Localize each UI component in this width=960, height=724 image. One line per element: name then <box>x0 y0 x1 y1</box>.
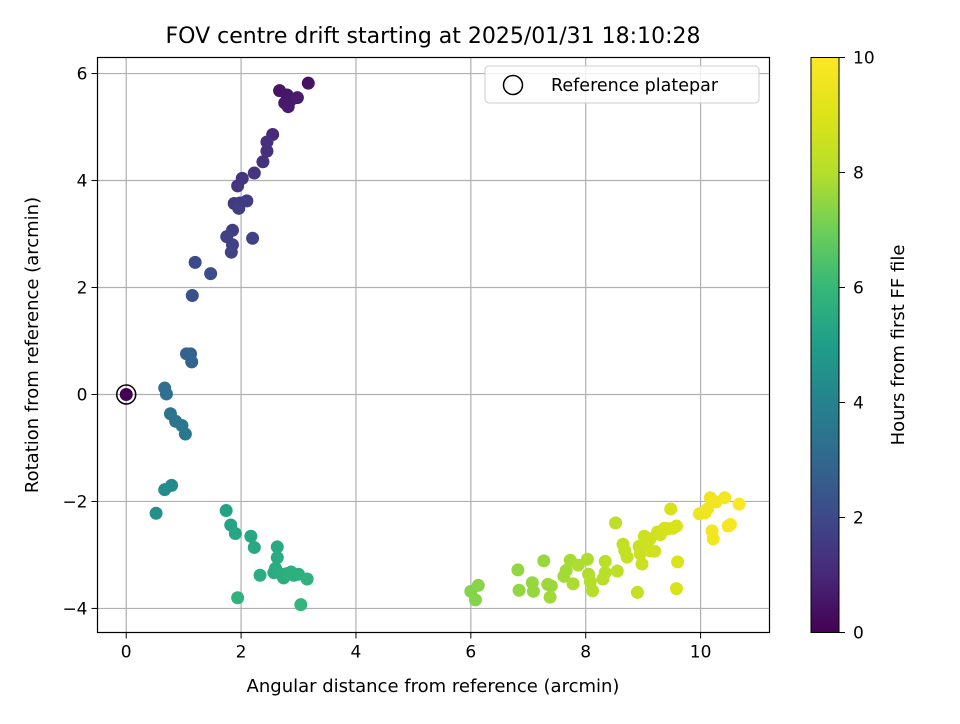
colorbar-tick-label: 4 <box>853 394 864 414</box>
data-point <box>224 245 238 259</box>
data-point <box>620 550 634 564</box>
colorbar-tick-label: 0 <box>853 624 864 644</box>
data-point <box>231 591 245 605</box>
data-point <box>301 76 315 90</box>
data-point <box>526 584 540 598</box>
data-point <box>566 577 580 591</box>
data-point <box>178 427 192 441</box>
colorbar <box>810 57 840 633</box>
data-point <box>219 504 233 518</box>
data-point <box>543 590 557 604</box>
y-tick-label: −4 <box>62 599 87 619</box>
legend-reference-marker <box>502 74 524 96</box>
data-point <box>270 551 284 565</box>
data-point <box>598 554 612 568</box>
data-point <box>228 527 242 541</box>
data-point <box>185 355 199 369</box>
data-point <box>706 532 720 546</box>
data-point <box>253 568 267 582</box>
data-point <box>669 582 683 596</box>
colorbar-tick-label: 2 <box>853 509 864 529</box>
data-point <box>718 491 732 505</box>
data-point <box>537 554 551 568</box>
x-tick-label: 10 <box>690 643 712 663</box>
data-point <box>158 483 172 497</box>
plot-frame <box>96 56 771 634</box>
x-tick-label: 8 <box>580 643 591 663</box>
data-point <box>700 502 714 516</box>
data-point <box>648 544 662 558</box>
data-point <box>185 289 199 303</box>
data-points <box>149 76 746 612</box>
data-point <box>247 166 261 180</box>
data-point <box>669 519 683 533</box>
data-point <box>232 201 246 215</box>
colorbar-tick-label: 8 <box>853 164 864 184</box>
data-point <box>244 529 258 543</box>
data-point <box>159 387 173 401</box>
y-tick-label: 6 <box>77 65 88 85</box>
y-axis-ticks: −4 −2 0 2 4 6 <box>62 65 98 619</box>
grid-lines <box>97 57 770 633</box>
colorbar-tick-label: 6 <box>853 279 864 299</box>
reference-point-ring <box>115 384 137 405</box>
x-axis-ticks: 0 2 4 6 8 10 <box>121 632 712 663</box>
data-point <box>580 552 594 566</box>
data-point <box>544 579 558 593</box>
data-point <box>231 179 245 193</box>
data-point <box>300 572 314 586</box>
data-point <box>270 540 284 554</box>
data-point <box>188 255 202 269</box>
x-tick-label: 2 <box>236 643 247 663</box>
data-point <box>294 598 308 612</box>
y-tick-label: 2 <box>77 279 88 299</box>
x-axis-label: Angular distance from reference (arcmin) <box>247 676 620 697</box>
x-tick-label: 0 <box>121 643 132 663</box>
y-tick-label: 4 <box>77 172 88 192</box>
colorbar-ticks: 0 2 4 6 8 10 <box>839 49 875 644</box>
data-point <box>281 100 295 114</box>
colorbar-tick-label: 10 <box>853 49 875 69</box>
y-axis-label: Rotation from reference (arcmin) <box>22 197 43 493</box>
y-tick-label: 0 <box>77 385 88 405</box>
data-point <box>149 506 163 520</box>
data-point <box>512 583 526 597</box>
data-point <box>664 502 678 516</box>
data-point <box>723 517 737 531</box>
data-point <box>290 91 304 105</box>
data-point <box>598 566 612 580</box>
legend: Reference platepar <box>484 65 760 104</box>
data-point <box>609 516 623 530</box>
colorbar-label: Hours from first FF file <box>888 245 909 446</box>
data-point <box>559 563 573 577</box>
data-point <box>256 155 270 169</box>
data-point <box>630 585 644 599</box>
data-point <box>284 565 298 579</box>
data-point <box>247 540 261 554</box>
data-point <box>610 564 624 578</box>
x-tick-label: 6 <box>465 643 476 663</box>
reference-point-dot <box>119 387 133 401</box>
chart-title: FOV centre drift starting at 2025/01/31 … <box>166 24 701 49</box>
reference-point <box>115 384 137 405</box>
data-point <box>471 578 485 592</box>
data-point <box>511 563 525 577</box>
data-point <box>586 584 600 598</box>
y-tick-label: −2 <box>62 492 87 512</box>
data-point <box>635 557 649 571</box>
legend-entry: Reference platepar <box>551 76 719 96</box>
x-tick-label: 4 <box>351 643 362 663</box>
data-point <box>260 144 274 158</box>
data-point <box>204 267 218 281</box>
data-point <box>468 593 482 607</box>
data-point <box>732 497 746 511</box>
data-point <box>671 555 685 569</box>
data-point <box>260 135 274 149</box>
data-point <box>246 231 260 245</box>
